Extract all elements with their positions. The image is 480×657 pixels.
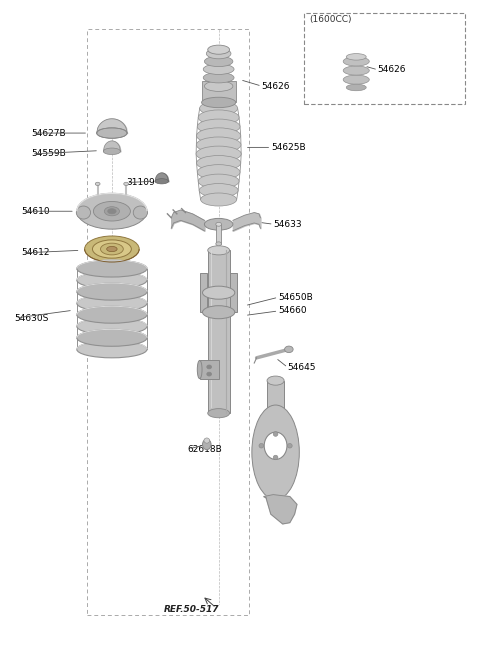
- Ellipse shape: [77, 271, 147, 288]
- Text: 54610: 54610: [22, 207, 50, 215]
- Ellipse shape: [202, 97, 236, 108]
- Ellipse shape: [77, 295, 147, 311]
- FancyBboxPatch shape: [208, 250, 229, 413]
- Ellipse shape: [203, 64, 234, 74]
- Text: 54625B: 54625B: [271, 143, 305, 152]
- Ellipse shape: [77, 329, 147, 346]
- Ellipse shape: [206, 49, 231, 59]
- Ellipse shape: [107, 246, 117, 252]
- Ellipse shape: [204, 81, 233, 91]
- Ellipse shape: [204, 57, 233, 66]
- Text: 54612: 54612: [22, 248, 50, 258]
- Text: 54559B: 54559B: [31, 149, 66, 158]
- Ellipse shape: [216, 222, 221, 226]
- Ellipse shape: [208, 409, 229, 418]
- Ellipse shape: [96, 128, 127, 138]
- Text: REF.50-517: REF.50-517: [164, 605, 219, 614]
- Ellipse shape: [93, 240, 132, 258]
- Ellipse shape: [208, 45, 229, 55]
- Text: 54627B: 54627B: [31, 129, 66, 137]
- Ellipse shape: [96, 182, 100, 185]
- Ellipse shape: [196, 146, 241, 162]
- Ellipse shape: [197, 128, 240, 143]
- Ellipse shape: [216, 242, 221, 246]
- Ellipse shape: [94, 202, 131, 221]
- Ellipse shape: [343, 57, 369, 66]
- FancyBboxPatch shape: [230, 273, 238, 312]
- Text: 62618B: 62618B: [188, 445, 223, 453]
- Ellipse shape: [197, 119, 240, 134]
- Ellipse shape: [259, 443, 264, 448]
- Ellipse shape: [108, 209, 116, 214]
- Ellipse shape: [207, 365, 212, 369]
- Ellipse shape: [100, 243, 123, 255]
- Ellipse shape: [198, 110, 239, 125]
- Ellipse shape: [76, 206, 91, 219]
- Ellipse shape: [273, 455, 278, 460]
- FancyBboxPatch shape: [202, 81, 236, 102]
- Ellipse shape: [201, 193, 237, 206]
- Ellipse shape: [77, 306, 147, 323]
- Ellipse shape: [204, 438, 210, 443]
- Ellipse shape: [203, 286, 235, 299]
- Ellipse shape: [197, 165, 240, 179]
- Ellipse shape: [267, 376, 284, 385]
- Bar: [304, 12, 466, 104]
- Text: 54630S: 54630S: [14, 313, 49, 323]
- Ellipse shape: [124, 182, 129, 185]
- Ellipse shape: [343, 66, 369, 75]
- Ellipse shape: [103, 148, 120, 154]
- Ellipse shape: [346, 84, 366, 91]
- FancyBboxPatch shape: [200, 273, 207, 312]
- Ellipse shape: [204, 218, 233, 230]
- Ellipse shape: [346, 54, 366, 60]
- Ellipse shape: [252, 405, 300, 499]
- Ellipse shape: [77, 318, 147, 334]
- Ellipse shape: [198, 174, 239, 189]
- Text: 54626: 54626: [261, 81, 290, 91]
- Ellipse shape: [343, 75, 369, 84]
- Ellipse shape: [196, 137, 241, 152]
- Text: 54645: 54645: [288, 363, 316, 372]
- Ellipse shape: [133, 206, 147, 219]
- Ellipse shape: [207, 372, 212, 376]
- Text: 54650B: 54650B: [278, 293, 312, 302]
- Ellipse shape: [77, 341, 147, 358]
- Ellipse shape: [77, 283, 147, 300]
- Ellipse shape: [197, 361, 202, 378]
- Ellipse shape: [199, 183, 238, 197]
- Ellipse shape: [84, 236, 139, 262]
- Text: 54633: 54633: [273, 220, 302, 229]
- Ellipse shape: [264, 432, 287, 459]
- Text: 54626: 54626: [378, 66, 406, 74]
- Ellipse shape: [285, 346, 293, 353]
- Ellipse shape: [273, 432, 278, 436]
- Ellipse shape: [197, 156, 240, 171]
- Ellipse shape: [77, 193, 147, 229]
- Text: 31109: 31109: [126, 178, 155, 187]
- Text: 54660: 54660: [278, 306, 307, 315]
- Ellipse shape: [155, 179, 168, 184]
- Ellipse shape: [203, 440, 211, 449]
- Ellipse shape: [200, 101, 238, 116]
- Polygon shape: [264, 495, 297, 524]
- Bar: [87, 29, 249, 615]
- Ellipse shape: [104, 207, 120, 215]
- Ellipse shape: [203, 306, 235, 319]
- FancyBboxPatch shape: [267, 380, 284, 413]
- Ellipse shape: [77, 260, 147, 277]
- Ellipse shape: [203, 72, 234, 83]
- FancyBboxPatch shape: [216, 224, 221, 244]
- Ellipse shape: [208, 246, 229, 255]
- Ellipse shape: [288, 443, 292, 448]
- Text: (1600CC): (1600CC): [309, 15, 351, 24]
- FancyBboxPatch shape: [200, 361, 219, 378]
